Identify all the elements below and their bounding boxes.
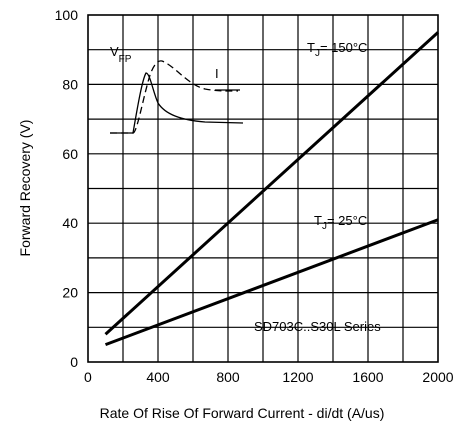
x-tick-label: 0 — [84, 369, 92, 385]
x-tick-label: 1200 — [282, 369, 313, 385]
inset-current-waveform — [110, 60, 239, 134]
inset-i-label: I — [215, 66, 219, 81]
series-line-150c — [104, 31, 440, 336]
series-name-label: SD703C..S30L Series — [254, 319, 381, 334]
y-axis-label: Forward Recovery (V) — [17, 120, 33, 257]
x-tick-label: 2000 — [422, 369, 453, 385]
y-tick-label: 20 — [62, 285, 78, 301]
x-tick-label: 1600 — [352, 369, 383, 385]
y-tick-label: 40 — [62, 215, 78, 231]
y-tick-label: 100 — [55, 7, 79, 23]
x-tick-label: 800 — [216, 369, 240, 385]
grid — [88, 15, 438, 362]
y-tick-label: 60 — [62, 146, 78, 162]
y-tick-label: 0 — [70, 354, 78, 370]
x-tick-label: 400 — [146, 369, 170, 385]
series-line-25c — [104, 218, 439, 347]
plot-frame — [87, 14, 439, 363]
tick-labels: 0 400 800 1200 1600 2000 0 20 40 60 80 100 — [55, 7, 454, 385]
inset-voltage-waveform — [110, 72, 244, 134]
inset-vfp-label: VFP — [110, 44, 132, 65]
series-label-150c: TJ= 150°C — [307, 40, 367, 59]
y-tick-label: 80 — [62, 76, 78, 92]
series-label-25c: TJ= 25°C — [314, 213, 367, 232]
series — [104, 31, 440, 347]
inset-waveform — [110, 60, 244, 134]
x-axis-label: Rate Of Rise Of Forward Current - di/dt … — [100, 405, 385, 421]
